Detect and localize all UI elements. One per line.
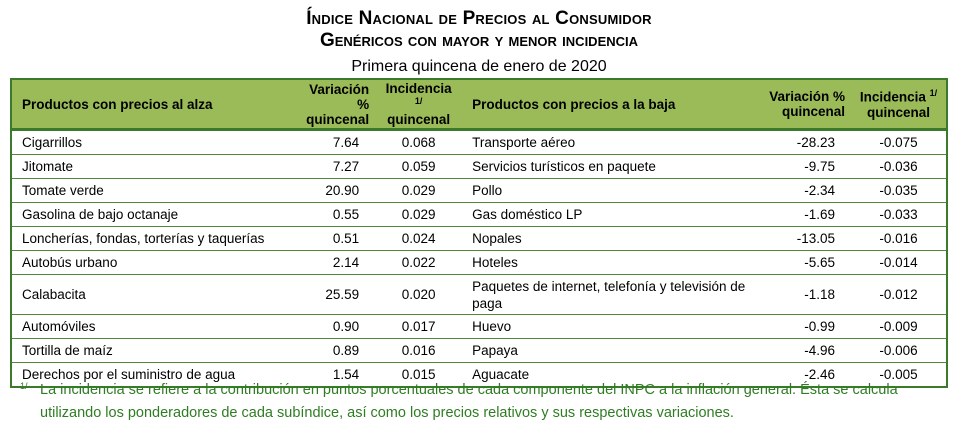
incidence-up: 0.068: [375, 129, 463, 155]
header-down-products: Productos con precios a la baja: [462, 79, 762, 131]
product-up: Tomate verde: [11, 178, 291, 203]
variation-down: -9.75: [761, 154, 852, 179]
table-header: Productos con precios al alza Variación …: [11, 79, 947, 131]
header-incidence: Incidencia 1/quincenal: [851, 79, 947, 131]
product-down: Transporte aéreo: [462, 129, 762, 155]
header-variation: Variación % quincenal: [290, 79, 376, 131]
incidence-down: -0.005: [851, 362, 947, 388]
incidence-down: -0.006: [851, 338, 947, 363]
footnote-mark: 1/: [20, 381, 28, 391]
footnote-text: La incidencia se refiere a la contribuci…: [40, 382, 898, 421]
table-row: Autobús urbano 2.14 0.022 Hoteles -5.65 -0.01…: [11, 250, 947, 275]
table-row: Tortilla de maíz 0.89 0.016 Papaya -4.96 -0.0…: [11, 338, 947, 363]
incidence-down: -0.036: [851, 154, 947, 179]
variation-up: 1.54: [290, 362, 376, 388]
incidence-up: 0.029: [375, 178, 463, 203]
incidence-up: 0.059: [375, 154, 463, 179]
variation-down: -4.96: [761, 338, 852, 363]
product-up: Tortilla de maíz: [11, 338, 291, 363]
product-down: Gas doméstico LP: [462, 202, 762, 227]
table-row: Tomate verde 20.90 0.029 Pollo -2.34 -0.035: [11, 178, 947, 203]
product-up: Automóviles: [11, 314, 291, 339]
report-period: Primera quincena de enero de 2020: [351, 58, 607, 75]
product-down: Aguacate: [462, 362, 762, 388]
incidence-up: 0.024: [375, 226, 463, 251]
incidence-up: 0.016: [375, 338, 463, 363]
incidence-down: -0.012: [851, 274, 947, 315]
table-row: Calabacita 25.59 0.020 Paquetes de internet…: [11, 274, 947, 315]
product-down: Hoteles: [462, 250, 762, 275]
incidence-down: -0.035: [851, 178, 947, 203]
product-down: Servicios turísticos en paquete: [462, 154, 762, 179]
table-row: Gasolina de bajo octanaje 0.55 0.029 Gas do…: [11, 202, 947, 227]
header-variation: Variación % quincenal: [761, 79, 852, 131]
product-up: Calabacita: [11, 274, 291, 315]
variation-down: -1.18: [761, 274, 852, 315]
variation-up: 25.59: [290, 274, 376, 315]
variation-up: 7.27: [290, 154, 376, 179]
product-down: Paquetes de internet, telefonía y televi…: [462, 274, 762, 315]
product-up: Derechos por el suministro de agua: [11, 362, 291, 388]
table-row: Jitomate 7.27 0.059 Servicios turísticos en…: [11, 154, 947, 179]
variation-down: -5.65: [761, 250, 852, 275]
incidence-up: 0.017: [375, 314, 463, 339]
incidence-down: -0.009: [851, 314, 947, 339]
incidence-up: 0.029: [375, 202, 463, 227]
variation-down: -28.23: [761, 129, 852, 155]
variation-down: -2.46: [761, 362, 852, 388]
incidence-up: 0.020: [375, 274, 463, 315]
variation-up: 0.55: [290, 202, 376, 227]
incidence-down: -0.016: [851, 226, 947, 251]
report-subtitle: Genéricos con mayor y menor incidencia: [319, 30, 639, 51]
variation-up: 0.89: [290, 338, 376, 363]
product-down: Huevo: [462, 314, 762, 339]
table-row: Derechos por el suministro de agua 1.54 0.…: [11, 362, 947, 388]
variation-down: -0.99: [761, 314, 852, 339]
variation-up: 2.14: [290, 250, 376, 275]
variation-up: 0.90: [290, 314, 376, 339]
product-up: Loncherías, fondas, torterías y taquería…: [11, 226, 291, 251]
variation-down: -2.34: [761, 178, 852, 203]
product-up: Jitomate: [11, 154, 291, 179]
header-up-products: Productos con precios al alza: [11, 79, 291, 131]
variation-up: 0.51: [290, 226, 376, 251]
table-row: Automóviles 0.90 0.017 Huevo -0.99 -0.009: [11, 314, 947, 339]
product-up: Cigarrillos: [11, 129, 291, 155]
product-up: Autobús urbano: [11, 250, 291, 275]
footnote: 1/ La incidencia se refiere a la contrib…: [20, 379, 940, 425]
incidence-down: -0.075: [851, 129, 947, 155]
incidence-up: 0.022: [375, 250, 463, 275]
table-row: Cigarrillos 7.64 0.068 Transporte aéreo -28.…: [11, 129, 947, 155]
incidence-up: 0.015: [375, 362, 463, 388]
variation-up: 20.90: [290, 178, 376, 203]
incidence-down: -0.014: [851, 250, 947, 275]
header-incidence: Incidencia 1/quincenal: [375, 79, 463, 131]
incidence-table: Productos con precios al alza Variación …: [10, 78, 948, 388]
product-up: Gasolina de bajo octanaje: [11, 202, 291, 227]
product-down: Nopales: [462, 226, 762, 251]
variation-up: 7.64: [290, 129, 376, 155]
incidence-down: -0.033: [851, 202, 947, 227]
product-down: Papaya: [462, 338, 762, 363]
variation-down: -1.69: [761, 202, 852, 227]
report-title: Índice Nacional de Precios al Consumidor: [306, 8, 652, 29]
variation-down: -13.05: [761, 226, 852, 251]
table-row: Loncherías, fondas, torterías y taquería…: [11, 226, 947, 251]
product-down: Pollo: [462, 178, 762, 203]
